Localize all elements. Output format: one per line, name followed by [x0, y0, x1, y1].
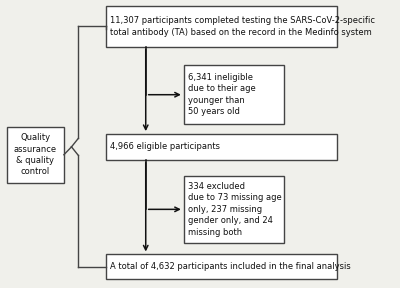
Text: 4,966 eligible participants: 4,966 eligible participants	[110, 142, 220, 151]
FancyBboxPatch shape	[184, 175, 284, 243]
Text: A total of 4,632 participants included in the final analysis: A total of 4,632 participants included i…	[110, 262, 351, 271]
FancyBboxPatch shape	[106, 254, 338, 279]
Text: 334 excluded
due to 73 missing age
only, 237 missing
gender only, and 24
missing: 334 excluded due to 73 missing age only,…	[188, 182, 282, 237]
FancyBboxPatch shape	[7, 127, 64, 183]
FancyBboxPatch shape	[106, 6, 338, 47]
Text: 11,307 participants completed testing the SARS-CoV-2-specific
total antibody (TA: 11,307 participants completed testing th…	[110, 16, 375, 37]
FancyBboxPatch shape	[184, 65, 284, 124]
FancyBboxPatch shape	[106, 134, 338, 160]
Text: Quality
assurance
& quality
control: Quality assurance & quality control	[14, 133, 57, 177]
Text: 6,341 ineligible
due to their age
younger than
50 years old: 6,341 ineligible due to their age younge…	[188, 73, 256, 116]
